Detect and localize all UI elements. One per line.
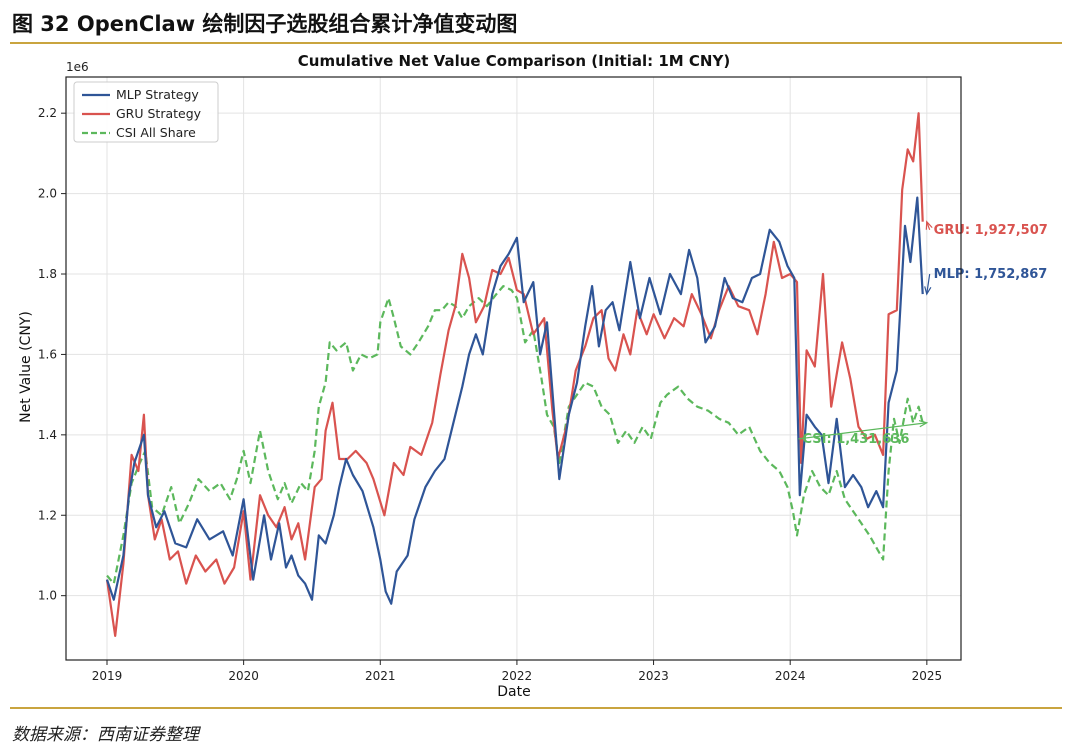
annotation-label: CSI: 1,431,636 [802,432,909,447]
series-line-gru-strategy [105,112,924,637]
annotation-arrowhead [924,286,932,296]
top-rule [10,42,1062,44]
source-note: 数据来源：西南证券整理 [12,725,199,745]
x-tick-label: 2024 [775,669,806,683]
axis-ticks: 2019 2020 2021 2022 2023 2024 2025 1.0 1.2 1.4 1.6… [38,106,942,683]
series-line-mlp-strategy [105,196,924,605]
x-axis-label: Date [497,684,530,700]
y-tick-label: 2.0 [38,187,57,201]
y-multiplier-label: 1e6 [66,60,89,74]
x-tick-label: 2025 [912,669,943,683]
y-tick-label: 1.0 [38,589,57,603]
series-lines [105,112,924,637]
annotation-arrow [798,422,927,440]
plot-frame [65,76,962,661]
figure-caption: 图 32 OpenClaw 绘制因子选股组合累计净值变动图 [12,12,518,36]
legend: MLP Strategy GRU Strategy CSI All Share [73,81,219,143]
x-tick-label: 2021 [365,669,396,683]
legend-label: GRU Strategy [116,106,202,121]
y-tick-label: 1.4 [38,428,57,442]
annotation-arrowhead [925,220,933,230]
annotation-label: MLP: 1,752,867 [934,267,1048,282]
y-tick-label: 1.6 [38,347,57,361]
x-tick-label: 2020 [228,669,259,683]
x-tick-label: 2023 [638,669,669,683]
grid-lines [66,77,961,660]
y-tick-label: 1.2 [38,508,57,522]
x-tick-label: 2022 [502,669,533,683]
y-tick-label: 2.2 [38,106,57,120]
series-line-csi-all-share [106,285,924,585]
chart-title: Cumulative Net Value Comparison (Initial… [298,52,730,70]
legend-label: CSI All Share [116,125,196,140]
x-tick-label: 2019 [92,669,123,683]
annotation-arrow [926,273,931,295]
end-value-annotations: GRU: 1,927,507 MLP: 1,752,867 CSI: 1,431,6… [798,220,1048,447]
legend-label: MLP Strategy [116,87,199,102]
legend-box [73,81,219,143]
bottom-rule [10,707,1062,709]
annotation-label: GRU: 1,927,507 [934,223,1048,238]
net-value-line-chart: Cumulative Net Value Comparison (Initial… [18,52,1048,700]
annotation-arrowhead [918,420,929,428]
y-tick-label: 1.8 [38,267,57,281]
y-axis-label: Net Value (CNY) [18,311,34,423]
